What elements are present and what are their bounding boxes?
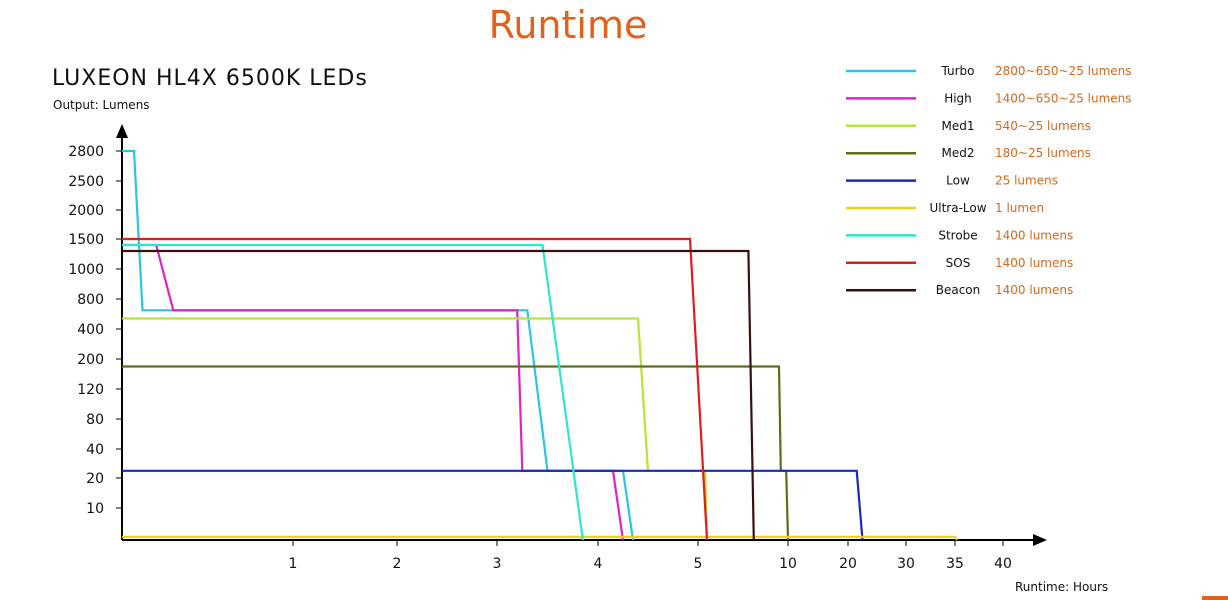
y-tick-label: 200: [77, 352, 104, 368]
corner-accent: [1202, 596, 1228, 600]
legend-item-beacon: Beacon 1400 lumens: [846, 283, 1073, 297]
x-tick-label: 4: [594, 556, 603, 572]
chart-title: LUXEON HL4X 6500K LEDs: [52, 66, 368, 91]
series-line-strobe: [122, 243, 584, 541]
legend-note: 1 lumen: [995, 201, 1044, 215]
x-tick-label: 20: [839, 556, 857, 572]
y-tick-label: 800: [77, 292, 104, 308]
legend-item-med1: Med1 540~25 lumens: [846, 119, 1091, 133]
legend-item-med2: Med2 180~25 lumens: [846, 146, 1091, 160]
y-tick-label: 2500: [68, 174, 104, 190]
y-axis-arrow: [116, 124, 128, 138]
y-tick-label: 400: [77, 322, 104, 338]
legend-item-sos: SOS 1400 lumens: [846, 256, 1073, 270]
legend-label: Strobe: [938, 228, 977, 242]
legend-label: Ultra-Low: [929, 201, 986, 215]
legend-item-turbo: Turbo 2800~650~25 lumens: [846, 64, 1132, 78]
legend-note: 2800~650~25 lumens: [995, 64, 1132, 78]
x-tick-label: 2: [393, 556, 402, 572]
series-line-low: [122, 469, 864, 541]
y-tick-label: 1000: [68, 262, 104, 278]
series-line-med2: [122, 365, 790, 541]
series-line-ultra-low: [122, 535, 958, 541]
x-axis-arrow: [1033, 534, 1047, 546]
series-line-beacon: [122, 249, 755, 541]
legend-note: 25 lumens: [995, 174, 1058, 188]
y-tick-label: 10: [86, 501, 104, 517]
legend-label: SOS: [946, 256, 971, 270]
y-axis-label: Output: Lumens: [53, 98, 150, 112]
x-tick-label: 40: [994, 556, 1012, 572]
y-tick-label: 2800: [68, 144, 104, 160]
y-tick-label: 120: [77, 382, 104, 398]
legend-item-ultra-low: Ultra-Low 1 lumen: [846, 201, 1044, 215]
legend-note: 180~25 lumens: [995, 146, 1091, 160]
legend-label: Low: [946, 174, 970, 188]
axes: [116, 124, 1047, 546]
legend-note: 1400~650~25 lumens: [995, 91, 1132, 105]
x-tick-label: 3: [493, 556, 502, 572]
x-axis-label: Runtime: Hours: [1015, 580, 1108, 594]
legend-note: 540~25 lumens: [995, 119, 1091, 133]
legend-item-strobe: Strobe 1400 lumens: [846, 228, 1073, 242]
x-tick-label: 30: [897, 556, 915, 572]
legend-item-low: Low 25 lumens: [846, 174, 1058, 188]
x-tick-label: 35: [946, 556, 964, 572]
legend-label: Med2: [942, 146, 975, 160]
y-tick-label: 2000: [68, 203, 104, 219]
page-title: Runtime: [489, 3, 648, 47]
legend-label: Beacon: [936, 283, 981, 297]
x-ticks: 1 2 3 4 5 10 20 30 35 40: [289, 540, 1012, 572]
y-tick-label: 20: [86, 471, 104, 487]
x-tick-label: 1: [289, 556, 298, 572]
x-tick-label: 10: [779, 556, 797, 572]
y-tick-label: 80: [86, 412, 104, 428]
series-lines: [122, 149, 958, 541]
legend-note: 1400 lumens: [995, 256, 1073, 270]
legend-label: Turbo: [940, 64, 974, 78]
x-tick-label: 5: [694, 556, 703, 572]
series-line-sos: [122, 237, 709, 541]
legend-note: 1400 lumens: [995, 228, 1073, 242]
legend-item-high: High 1400~650~25 lumens: [846, 91, 1132, 105]
y-ticks: 10 20 40 80 120 200 400 800 1000 1500 2000 2500 2800: [68, 144, 122, 517]
legend-label: Med1: [942, 119, 975, 133]
legend-label: High: [944, 91, 972, 105]
legend: Turbo 2800~650~25 lumens High 1400~650~25 l…: [846, 64, 1132, 297]
legend-note: 1400 lumens: [995, 283, 1073, 297]
y-tick-label: 1500: [68, 232, 104, 248]
y-tick-label: 40: [86, 442, 104, 458]
